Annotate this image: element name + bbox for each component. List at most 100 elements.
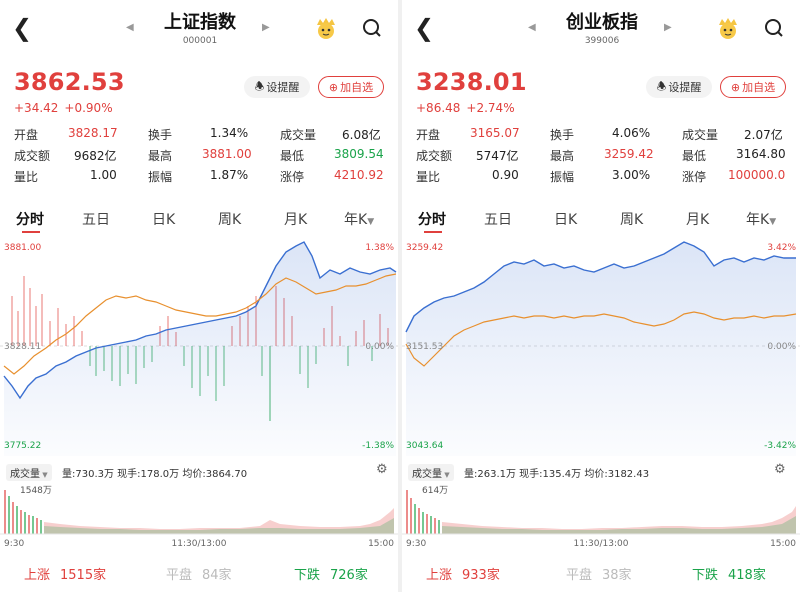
plus-icon: ⊕ [730, 80, 741, 94]
next-index-icon[interactable]: ▶ [664, 22, 672, 33]
tab-yearly-k-label: 年K [344, 212, 368, 228]
active-tab-underline [424, 231, 442, 233]
intraday-chart[interactable]: 3259.42 3.42% 3151.53 0.00% 3043.64 -3.4… [402, 236, 800, 456]
volume-value: 6.08亿 [342, 128, 381, 142]
chart-top-pct: 3.42% [767, 243, 796, 253]
chart-bottom-price: 3775.22 [4, 441, 41, 451]
up-count: 1515家 [60, 568, 107, 583]
settings-gear-icon[interactable]: ⚙ [774, 462, 786, 477]
volume-bars [4, 490, 42, 534]
stats-grid: 开盘 3828.17 换手 1.34% 成交量 6.08亿 成交额 9682亿 … [14, 124, 392, 187]
down-label: 下跌 [692, 568, 719, 583]
volume-label: 成交量 [682, 128, 719, 142]
tab-weekly-k[interactable]: 周K [218, 212, 242, 228]
add-watchlist-button[interactable]: ⊕ 加自选 [318, 76, 384, 98]
chart-bottom-price: 3043.64 [406, 441, 443, 451]
tab-five-day[interactable]: 五日 [484, 212, 512, 228]
search-icon[interactable] [764, 18, 784, 38]
volume-max-label: 614万 [422, 486, 448, 496]
set-alert-button[interactable]: 🕭 设提醒 [244, 76, 310, 98]
limit-label: 涨停 [682, 170, 707, 184]
change-percent: +0.90% [64, 101, 113, 115]
tab-weekly-k[interactable]: 周K [620, 212, 644, 228]
open-label: 开盘 [14, 128, 39, 142]
prev-index-icon[interactable]: ◀ [528, 22, 536, 33]
open-label: 开盘 [416, 128, 441, 142]
tab-monthly-k[interactable]: 月K [284, 212, 308, 228]
market-breadth: 上涨 933家 平盘 38家 下跌 418家 [402, 558, 800, 588]
volume-summary: 量:263.1万 现手:135.4万 均价:3182.43 [464, 469, 650, 480]
price-area [4, 242, 396, 456]
volume-dropdown-label: 成交量 [10, 469, 40, 480]
tab-yearly-k[interactable]: 年K▼ [746, 209, 776, 229]
tab-intraday[interactable]: 分时 [418, 212, 446, 228]
chart-top-pct: 1.38% [365, 243, 394, 253]
amplitude-label: 振幅 [550, 170, 575, 184]
amplitude-value: 3.00% [612, 168, 651, 182]
tab-monthly-k[interactable]: 月K [686, 212, 710, 228]
amplitude-value: 1.87% [210, 168, 249, 182]
header: ❮ ◀ 上证指数 000001 ▶ [0, 0, 398, 56]
chart-tabs: 分时 五日 日K 周K 月K 年K▼ [402, 205, 800, 235]
time-mid: 11:30/13:00 [574, 539, 629, 549]
high-value: 3881.00 [202, 147, 252, 161]
settings-gear-icon[interactable]: ⚙ [376, 462, 388, 477]
back-arrow-icon[interactable]: ❮ [414, 14, 435, 42]
tab-yearly-k-label: 年K [746, 212, 770, 228]
chart-top-price: 3881.00 [4, 243, 41, 253]
change-percent: +2.74% [466, 101, 515, 115]
set-alert-button[interactable]: 🕭 设提醒 [646, 76, 712, 98]
amount-value: 5747亿 [476, 149, 519, 163]
tab-intraday[interactable]: 分时 [16, 212, 44, 228]
add-watchlist-label: 加自选 [742, 81, 776, 94]
volume-chart: 614万 9:30 11:30/13:00 15:00 [402, 486, 800, 549]
turnover-value: 1.34% [210, 126, 249, 140]
price-change: +86.48 +2.74% [416, 101, 521, 115]
tab-five-day[interactable]: 五日 [82, 212, 110, 228]
set-alert-label: 设提醒 [668, 81, 702, 94]
low-label: 最低 [682, 149, 707, 163]
tab-yearly-k[interactable]: 年K▼ [344, 209, 374, 229]
bell-icon: 🕭 [656, 79, 667, 93]
turnover-label: 换手 [148, 128, 173, 142]
amount-value: 9682亿 [74, 149, 117, 163]
volume-dropdown-label: 成交量 [412, 469, 442, 480]
price-line [405, 241, 796, 333]
price-change: +34.42 +0.90% [14, 101, 119, 115]
turnover-label: 换手 [550, 128, 575, 142]
volume-fill [44, 508, 394, 534]
volume-dropdown[interactable]: 成交量 ▼ [408, 464, 454, 481]
up-label: 上涨 [24, 568, 51, 583]
amplitude-label: 振幅 [148, 170, 173, 184]
mascot-icon[interactable] [313, 16, 339, 40]
average-line [3, 273, 397, 375]
up-label: 上涨 [426, 568, 453, 583]
flat-label: 平盘 [566, 568, 593, 583]
volume-dropdown[interactable]: 成交量 ▼ [6, 464, 52, 481]
prev-index-icon[interactable]: ◀ [126, 22, 134, 33]
volume-summary: 量:730.3万 现手:178.0万 均价:3864.70 [62, 469, 248, 480]
dropdown-arrow-icon: ▼ [367, 217, 375, 227]
volume-toolbar: 成交量 ▼ 量:263.1万 现手:135.4万 均价:3182.43 ⚙ [402, 460, 800, 482]
time-mid: 11:30/13:00 [172, 539, 227, 549]
dropdown-arrow-icon: ▼ [769, 217, 777, 227]
current-price: 3238.01 [416, 68, 527, 96]
current-price: 3862.53 [14, 68, 125, 96]
next-index-icon[interactable]: ▶ [262, 22, 270, 33]
intraday-chart[interactable]: 3881.00 1.38% 3828.11 0.00% 3775.22 -1.3… [0, 236, 398, 456]
tab-daily-k[interactable]: 日K [554, 212, 578, 228]
limit-value: 100000.0 [728, 168, 786, 182]
tab-daily-k[interactable]: 日K [152, 212, 176, 228]
index-code: 000001 [182, 36, 218, 46]
add-watchlist-button[interactable]: ⊕ 加自选 [720, 76, 786, 98]
active-tab-underline [22, 231, 40, 233]
mascot-icon[interactable] [715, 16, 741, 40]
search-icon[interactable] [362, 18, 382, 38]
chart-mid-price: 3151.53 [406, 342, 443, 352]
index-code: 399006 [584, 36, 620, 46]
back-arrow-icon[interactable]: ❮ [12, 14, 33, 42]
turnover-value: 4.06% [612, 126, 651, 140]
volume-fill [442, 506, 796, 534]
chart-mid-pct: 0.00% [365, 342, 394, 352]
down-label: 下跌 [294, 568, 321, 583]
